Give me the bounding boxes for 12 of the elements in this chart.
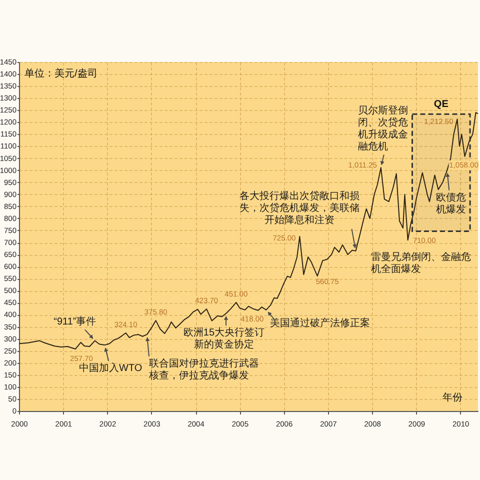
y-axis-title: 单位：美元/盎司 (24, 68, 98, 80)
annotation: 贝尔斯登倒闭、次贷危机升级成金融危机 (358, 104, 408, 153)
annotation: 欧债危机爆发 (436, 191, 466, 216)
x-axis-title: 年份 (442, 392, 462, 404)
annotation: “911”事件 (54, 316, 96, 328)
annotation: 雷曼兄弟倒闭、金融危机全面爆发 (371, 251, 471, 275)
annotation: 联合国对伊拉克进行武器核查，伊拉克战争爆发 (148, 357, 259, 382)
band-label: QE (434, 99, 449, 110)
annotation: 中国加入WTO (79, 362, 142, 374)
annotation: 欧洲15大央行签订新的黄金协定 (183, 326, 265, 351)
annotation: 各大投行爆出次贷敞口和损失，次贷危机爆发，美联储开始降息和注资 (240, 190, 360, 226)
annotation: 美国通过破产法修正案 (270, 316, 370, 329)
